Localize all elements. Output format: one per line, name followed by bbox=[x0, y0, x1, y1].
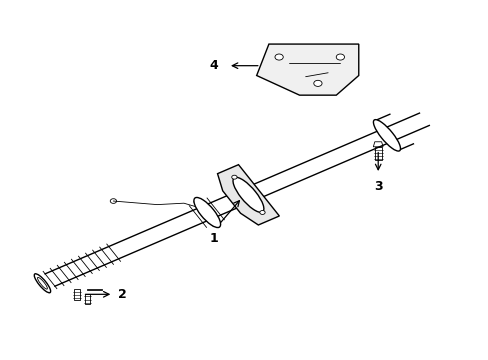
Text: 4: 4 bbox=[209, 59, 218, 72]
Ellipse shape bbox=[373, 120, 400, 151]
Ellipse shape bbox=[231, 175, 237, 179]
Ellipse shape bbox=[34, 274, 51, 293]
Polygon shape bbox=[372, 142, 382, 147]
Ellipse shape bbox=[313, 80, 322, 86]
Polygon shape bbox=[374, 147, 381, 160]
Polygon shape bbox=[87, 289, 102, 291]
Ellipse shape bbox=[259, 211, 264, 215]
Ellipse shape bbox=[274, 54, 283, 60]
Ellipse shape bbox=[336, 54, 344, 60]
Text: 3: 3 bbox=[373, 180, 382, 193]
Ellipse shape bbox=[232, 177, 264, 212]
Text: 1: 1 bbox=[209, 232, 218, 245]
Ellipse shape bbox=[110, 199, 116, 203]
Polygon shape bbox=[256, 44, 358, 95]
Polygon shape bbox=[217, 165, 279, 225]
Polygon shape bbox=[84, 294, 90, 304]
Text: 2: 2 bbox=[118, 288, 126, 301]
Ellipse shape bbox=[194, 197, 220, 228]
Polygon shape bbox=[74, 289, 80, 300]
